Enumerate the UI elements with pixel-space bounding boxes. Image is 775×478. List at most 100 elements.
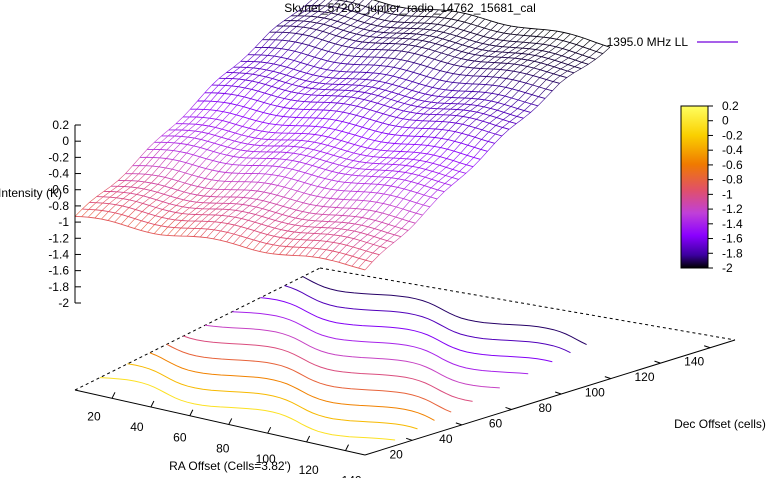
mesh-line xyxy=(409,202,417,212)
mesh-line xyxy=(74,215,366,271)
x-tick-mark xyxy=(267,426,272,434)
mesh-line xyxy=(146,149,154,158)
mesh-line xyxy=(582,48,590,56)
z-tick-label: -0.6 xyxy=(48,183,69,197)
mesh-line xyxy=(352,0,356,3)
mesh-line xyxy=(237,87,246,96)
mesh-line xyxy=(397,95,406,102)
mesh-line xyxy=(332,243,341,252)
mesh-line xyxy=(380,57,388,66)
mesh-line xyxy=(328,214,336,222)
legend-label: 1395.0 MHz LL xyxy=(607,35,689,49)
mesh-line xyxy=(331,89,339,96)
mesh-line xyxy=(398,79,407,87)
mesh-line xyxy=(349,33,357,40)
mesh-line xyxy=(245,73,253,81)
mesh-line xyxy=(122,192,131,199)
mesh-line xyxy=(207,221,215,230)
mesh-line xyxy=(477,18,486,27)
mesh-line xyxy=(432,70,441,79)
mesh-line xyxy=(465,83,473,92)
mesh-line xyxy=(363,93,372,100)
mesh-line xyxy=(140,222,149,231)
mesh-line xyxy=(222,203,230,210)
mesh-line xyxy=(238,79,246,87)
mesh-line xyxy=(485,76,494,85)
mesh-line xyxy=(284,91,292,99)
mesh-line xyxy=(531,96,539,105)
mesh-line xyxy=(532,77,541,86)
mesh-line xyxy=(477,99,485,106)
base-right-edge xyxy=(364,339,736,456)
mesh-line xyxy=(466,147,475,156)
mesh-line xyxy=(310,186,319,195)
mesh-line xyxy=(310,95,319,103)
mesh-line xyxy=(529,36,538,44)
mesh-line xyxy=(309,196,318,205)
mesh-line xyxy=(503,25,512,34)
mesh-line xyxy=(595,53,603,60)
mesh-line xyxy=(469,111,477,118)
mesh-line xyxy=(197,178,206,187)
x-tick-label: 120 xyxy=(299,463,319,477)
mesh-line xyxy=(509,116,518,123)
y-tick-label: 60 xyxy=(489,416,503,430)
mesh-line xyxy=(319,77,327,84)
mesh-line xyxy=(438,175,446,182)
mesh-line xyxy=(396,110,404,118)
mesh-line xyxy=(351,175,359,184)
mesh-line xyxy=(331,172,340,181)
mesh-line xyxy=(510,108,518,115)
mesh-line xyxy=(433,138,442,147)
mesh-line xyxy=(408,213,417,222)
mesh-line xyxy=(331,84,340,91)
mesh-line xyxy=(507,57,515,64)
mesh-line xyxy=(388,216,396,225)
mesh-line xyxy=(123,186,131,193)
mesh-line xyxy=(163,187,172,195)
mesh-line xyxy=(288,217,296,225)
contour-line xyxy=(166,343,452,413)
mesh-line xyxy=(405,166,413,173)
mesh-line xyxy=(245,157,254,166)
mesh-line xyxy=(315,118,323,127)
mesh-line xyxy=(522,35,531,43)
mesh-line xyxy=(421,128,430,137)
mesh-line xyxy=(482,37,491,44)
mesh-line xyxy=(437,96,446,104)
mesh-line xyxy=(483,29,491,37)
mesh-line xyxy=(442,40,450,46)
mesh-line xyxy=(292,78,300,85)
mesh-line xyxy=(175,116,184,124)
mesh-line xyxy=(381,224,389,231)
mesh-line xyxy=(221,215,229,223)
mesh-line xyxy=(268,31,277,40)
mesh-line xyxy=(192,156,201,165)
mesh-line xyxy=(437,10,446,18)
mesh-line xyxy=(268,124,277,133)
mesh-line xyxy=(175,206,184,213)
mesh-line xyxy=(555,48,563,55)
mesh-line xyxy=(376,193,384,203)
x-tick-label: 60 xyxy=(173,431,187,445)
mesh-line xyxy=(391,171,399,179)
mesh-line xyxy=(373,238,381,245)
mesh-line xyxy=(211,171,220,180)
mesh-line xyxy=(280,58,288,66)
mesh-line xyxy=(304,10,312,17)
z-tick-label: -1 xyxy=(58,215,69,229)
mesh-line xyxy=(325,242,334,250)
mesh-line xyxy=(318,0,326,6)
mesh-line xyxy=(262,31,270,40)
mesh-line xyxy=(457,90,466,99)
mesh-line xyxy=(117,180,125,187)
mesh-line xyxy=(492,77,500,86)
mesh-line xyxy=(560,70,568,77)
mesh-line xyxy=(506,63,515,71)
mesh-line xyxy=(467,60,475,68)
mesh-line xyxy=(524,94,533,103)
mesh-line xyxy=(489,31,498,39)
mesh-line xyxy=(504,97,512,105)
x-tick-mark xyxy=(189,409,194,416)
mesh-line xyxy=(520,59,528,66)
